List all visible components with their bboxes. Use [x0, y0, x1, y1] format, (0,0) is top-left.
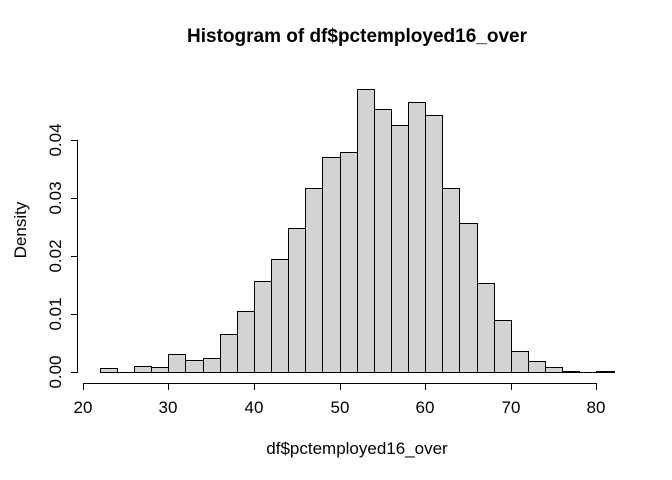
histogram-bar: [596, 371, 615, 373]
x-tick: [425, 384, 426, 390]
histogram-bar: [391, 125, 409, 373]
x-tick-label: 70: [501, 398, 521, 417]
x-tick-label: 20: [73, 398, 93, 417]
histogram-bar: [203, 358, 221, 373]
histogram-bar: [271, 259, 289, 373]
x-tick: [168, 384, 169, 390]
y-axis-label: Density: [11, 201, 30, 259]
y-tick: [71, 140, 77, 141]
x-axis-label: df$pctemployed16_over: [266, 439, 448, 458]
x-tick: [254, 384, 255, 390]
y-tick: [71, 372, 77, 373]
histogram-bar: [545, 367, 563, 373]
x-tick-label: 50: [330, 398, 350, 417]
histogram-bar: [425, 115, 443, 373]
histogram-bar: [185, 360, 204, 373]
histogram-bar: [511, 351, 529, 373]
histogram-bar: [374, 109, 392, 373]
y-tick: [71, 314, 77, 315]
histogram-bar: [237, 311, 255, 373]
histogram-bar: [528, 361, 546, 373]
y-tick-label: 0.03: [46, 181, 65, 215]
histogram-bar: [459, 223, 478, 373]
x-tick: [340, 384, 341, 390]
x-tick: [83, 384, 84, 390]
histogram-bar: [254, 281, 272, 373]
histogram-bar: [562, 371, 580, 373]
histogram-bar: [477, 283, 495, 373]
histogram-bar: [340, 152, 358, 373]
histogram-bar: [322, 157, 341, 373]
histogram-bar: [100, 368, 118, 373]
y-tick-label: 0.00: [46, 355, 65, 389]
x-axis-line: [83, 383, 597, 384]
y-tick: [71, 198, 77, 199]
x-tick-label: 40: [244, 398, 264, 417]
y-axis-line: [77, 140, 78, 373]
histogram-bar: [134, 366, 152, 373]
y-tick-label: 0.01: [46, 297, 65, 331]
histogram-bar: [220, 334, 238, 373]
histogram-bar: [305, 188, 323, 373]
y-tick-label: 0.04: [46, 123, 65, 157]
x-tick-label: 80: [586, 398, 606, 417]
histogram-bar: [442, 188, 460, 373]
histogram-bar: [357, 89, 375, 373]
y-tick-label: 0.02: [46, 239, 65, 273]
histogram-bar: [151, 367, 169, 373]
x-tick: [511, 384, 512, 390]
histogram-bar: [168, 354, 186, 373]
x-tick-label: 60: [415, 398, 435, 417]
histogram-bar: [408, 102, 426, 373]
histogram-bar: [494, 320, 512, 373]
chart-title: Histogram of df$pctemployed16_over: [187, 26, 527, 47]
y-tick: [71, 256, 77, 257]
x-tick: [596, 384, 597, 390]
histogram-bar: [288, 228, 306, 373]
x-tick-label: 30: [158, 398, 178, 417]
